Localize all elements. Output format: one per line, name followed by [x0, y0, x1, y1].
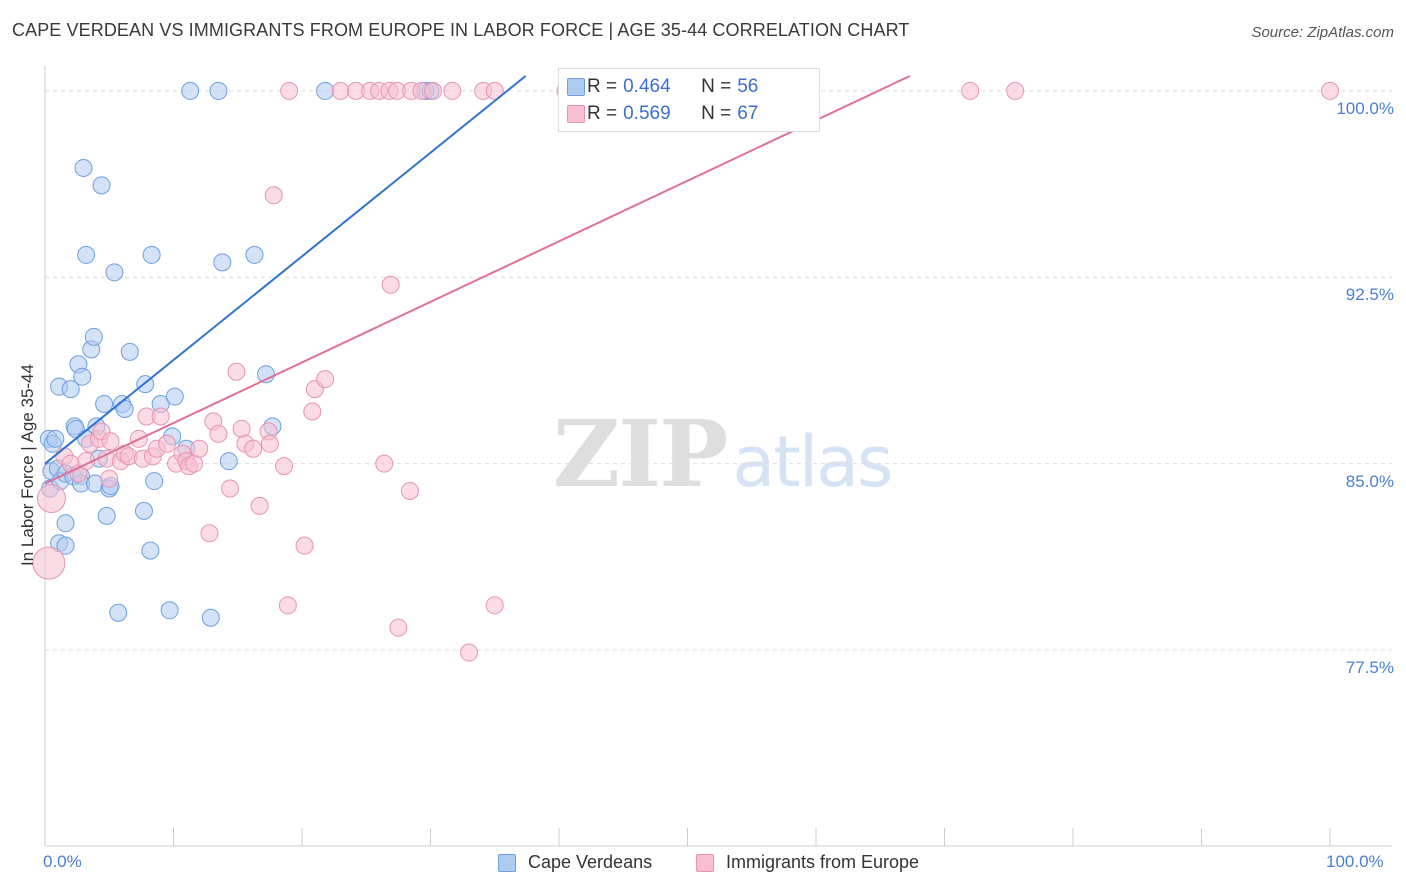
- legend-label: Cape Verdeans: [528, 852, 653, 872]
- data-point: [219, 452, 238, 471]
- data-point: [232, 419, 251, 438]
- data-point: [460, 643, 479, 662]
- data-point: [190, 439, 209, 458]
- data-point: [181, 81, 200, 100]
- data-point: [209, 424, 228, 443]
- x-tick-label: 100.0%: [1326, 852, 1384, 871]
- chart-title: CAPE VERDEAN VS IMMIGRANTS FROM EUROPE I…: [12, 20, 910, 40]
- data-point: [101, 432, 120, 451]
- data-point: [961, 81, 980, 100]
- stats-box: R = 0.464 N = 56 R = 0.569 N = 67: [558, 68, 820, 132]
- data-point: [120, 342, 139, 361]
- stats-row-cape-verdeans: R = 0.464 N = 56: [567, 74, 759, 100]
- stats-swatch-blue: [567, 78, 585, 96]
- data-point: [209, 81, 228, 100]
- legend-item-cape-verdeans[interactable]: Cape Verdeans: [498, 852, 652, 873]
- data-point: [275, 457, 294, 476]
- y-tick-label: 92.5%: [1345, 285, 1394, 305]
- r-label: R =: [587, 103, 618, 124]
- data-point: [375, 454, 394, 473]
- data-point: [84, 327, 103, 346]
- legend-label: Immigrants from Europe: [726, 852, 920, 872]
- data-point: [151, 407, 170, 426]
- data-point: [160, 601, 179, 620]
- data-point: [244, 439, 263, 458]
- n-label: N =: [701, 103, 732, 124]
- source-label: Source: ZipAtlas.com: [1251, 24, 1394, 41]
- data-point: [303, 402, 322, 421]
- legend-swatch-blue: [498, 853, 516, 872]
- data-point: [145, 472, 164, 491]
- data-point: [331, 81, 350, 100]
- data-point: [316, 81, 335, 100]
- data-point: [158, 434, 177, 453]
- data-point: [424, 81, 443, 100]
- data-point: [227, 362, 246, 381]
- data-point: [92, 176, 111, 195]
- stats-swatch-pink: [567, 105, 585, 123]
- data-point: [56, 536, 75, 555]
- n-value: 67: [737, 103, 759, 124]
- data-point: [201, 608, 220, 627]
- data-point: [381, 275, 400, 294]
- data-point: [295, 536, 314, 555]
- r-value: 0.569: [623, 103, 671, 124]
- y-tick-label: 77.5%: [1345, 658, 1394, 678]
- data-point: [389, 618, 408, 637]
- data-point: [32, 546, 66, 580]
- data-point: [100, 469, 119, 488]
- data-point: [213, 253, 232, 272]
- data-point: [400, 482, 419, 501]
- data-point: [485, 596, 504, 615]
- data-point: [250, 496, 269, 515]
- data-point: [245, 245, 264, 264]
- data-point: [200, 524, 219, 543]
- data-point: [1321, 81, 1339, 100]
- trend-line: [44, 75, 527, 465]
- r-value: 0.464: [623, 76, 671, 97]
- legend-item-immigrants-from-europe[interactable]: Immigrants from Europe: [696, 852, 919, 873]
- y-axis-label: In Labor Force | Age 35-44: [18, 364, 37, 566]
- zipatlas-watermark: ZIPatlas: [553, 400, 894, 508]
- data-point: [74, 158, 93, 177]
- data-point: [56, 514, 75, 533]
- axes: [44, 66, 1392, 847]
- data-point: [221, 479, 240, 498]
- data-point: [95, 395, 114, 414]
- grid-lines: [45, 90, 1392, 651]
- stats-row-immigrants-from-europe: R = 0.569 N = 67: [567, 101, 759, 127]
- data-point: [485, 81, 504, 100]
- data-point: [142, 245, 161, 264]
- data-point: [134, 501, 153, 520]
- y-tick-label: 85.0%: [1345, 471, 1394, 491]
- x-tick-label: 0.0%: [43, 852, 82, 871]
- data-point: [443, 81, 462, 100]
- data-point: [61, 380, 80, 399]
- data-point: [264, 186, 283, 205]
- data-point: [260, 434, 279, 453]
- series-cape-verdeans: [39, 81, 440, 627]
- data-point: [165, 387, 184, 406]
- data-point: [36, 483, 66, 513]
- n-label: N =: [701, 76, 732, 97]
- r-label: R =: [587, 76, 618, 97]
- data-point: [316, 370, 335, 389]
- data-point: [73, 367, 92, 386]
- data-point: [1006, 81, 1025, 100]
- series-immigrants-from-europe: [32, 81, 1339, 662]
- y-tick-label: 100.0%: [1336, 98, 1394, 118]
- data-point: [280, 81, 299, 100]
- data-point: [97, 506, 116, 525]
- legend-swatch-pink: [696, 853, 714, 872]
- data-point: [46, 429, 65, 448]
- data-point: [278, 596, 297, 615]
- data-point: [77, 245, 96, 264]
- n-value: 56: [737, 76, 759, 97]
- trend-line: [44, 75, 911, 485]
- data-point: [105, 263, 124, 282]
- trend-lines: [44, 75, 911, 485]
- data-point: [109, 603, 128, 622]
- data-point: [141, 541, 160, 560]
